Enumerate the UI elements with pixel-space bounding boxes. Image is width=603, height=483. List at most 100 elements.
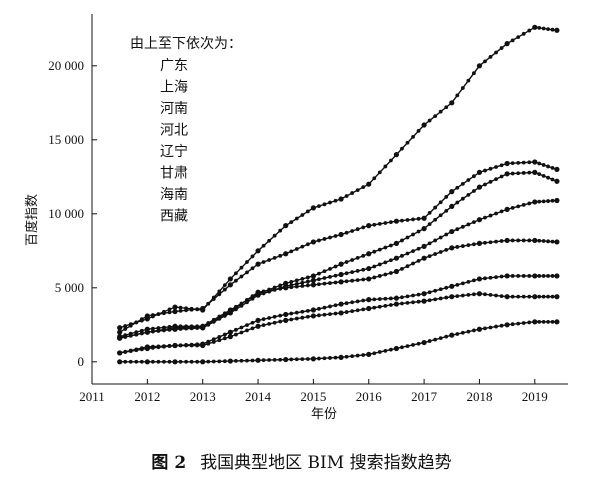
line-marker <box>405 294 410 299</box>
line-marker <box>150 313 155 317</box>
data-point <box>504 322 510 328</box>
line-marker <box>278 313 283 318</box>
line-marker <box>272 287 277 292</box>
line-marker <box>361 185 366 190</box>
line-marker <box>333 234 338 238</box>
line-marker <box>546 27 550 31</box>
data-point <box>554 27 560 33</box>
line-marker <box>537 172 542 177</box>
line-marker <box>289 285 294 290</box>
line-marker <box>546 274 550 278</box>
data-point <box>449 203 455 209</box>
line-marker <box>344 271 349 276</box>
line-marker <box>206 341 211 346</box>
line-marker <box>250 358 255 363</box>
line-marker <box>444 334 449 339</box>
line-marker <box>294 247 299 251</box>
y-tick-label: 20 000 <box>48 58 84 73</box>
line-marker <box>483 215 487 220</box>
line-marker <box>377 274 382 278</box>
data-point <box>504 160 510 167</box>
data-point <box>172 326 178 332</box>
line-marker <box>294 310 299 315</box>
line-marker <box>211 297 216 301</box>
line-marker <box>322 269 327 274</box>
series-8 <box>117 319 560 365</box>
line-marker <box>195 307 200 312</box>
data-point <box>172 308 178 315</box>
line-marker <box>162 311 166 316</box>
line-marker <box>289 249 294 254</box>
line-marker <box>322 305 327 310</box>
line-marker <box>361 253 366 258</box>
line-marker <box>234 332 238 337</box>
data-point <box>476 276 483 282</box>
data-point <box>449 228 455 235</box>
line-marker <box>178 305 183 310</box>
line-marker <box>217 316 222 320</box>
data-point <box>255 323 261 329</box>
line-marker <box>289 317 294 322</box>
data-point <box>366 305 372 312</box>
line-marker <box>438 296 443 301</box>
line-marker <box>234 327 238 332</box>
data-point <box>532 294 538 300</box>
line-marker <box>488 325 493 330</box>
bim-search-index-chart: 2011 2012 2013 2014 2015 2016 2017 2018 2019 0 5 0… <box>24 14 568 422</box>
line-marker <box>460 281 465 286</box>
line-marker <box>455 185 460 190</box>
data-point <box>554 319 560 325</box>
line-marker <box>444 208 449 213</box>
line-marker <box>139 317 144 322</box>
data-point <box>338 231 344 238</box>
line-marker <box>455 282 460 287</box>
line-marker <box>438 109 443 114</box>
y-tick-label: 5 000 <box>55 280 84 295</box>
legend-entry: 广东 <box>160 58 188 74</box>
line-marker <box>494 50 498 55</box>
data-point <box>117 359 123 365</box>
legend-entry: 上海 <box>160 80 188 96</box>
line-marker <box>128 349 133 354</box>
line-marker <box>222 359 227 364</box>
line-marker <box>550 294 555 299</box>
data-point <box>144 345 150 352</box>
line-marker <box>510 161 515 166</box>
line-marker <box>411 261 415 266</box>
data-point <box>366 276 372 282</box>
line-marker <box>541 319 546 324</box>
line-marker <box>455 294 460 298</box>
line-marker <box>245 328 249 333</box>
data-point <box>338 354 344 360</box>
line-marker <box>294 357 299 362</box>
line-marker <box>400 295 404 300</box>
data-point <box>476 169 483 175</box>
data-point <box>421 339 427 346</box>
line-marker <box>494 275 498 280</box>
data-point <box>117 335 123 341</box>
line-marker <box>372 297 377 302</box>
line-marker <box>433 297 438 302</box>
line-marker <box>361 298 366 303</box>
data-point <box>554 239 560 245</box>
line-marker <box>550 27 555 32</box>
line-marker <box>261 358 266 363</box>
line-marker <box>245 298 249 302</box>
data-point <box>227 334 233 340</box>
line-marker <box>350 309 355 314</box>
line-marker <box>460 330 465 335</box>
line-marker <box>355 308 360 313</box>
line-marker <box>433 252 438 256</box>
line-marker <box>550 166 555 170</box>
line-marker <box>206 322 211 327</box>
line-marker <box>261 260 266 264</box>
line-marker <box>211 319 216 324</box>
line-marker <box>510 205 515 210</box>
line-marker <box>189 343 194 348</box>
line-marker <box>427 254 432 259</box>
line-marker <box>411 249 415 253</box>
data-point <box>283 356 289 363</box>
line-marker <box>278 283 283 288</box>
data-point <box>200 359 206 365</box>
line-marker <box>521 294 526 299</box>
